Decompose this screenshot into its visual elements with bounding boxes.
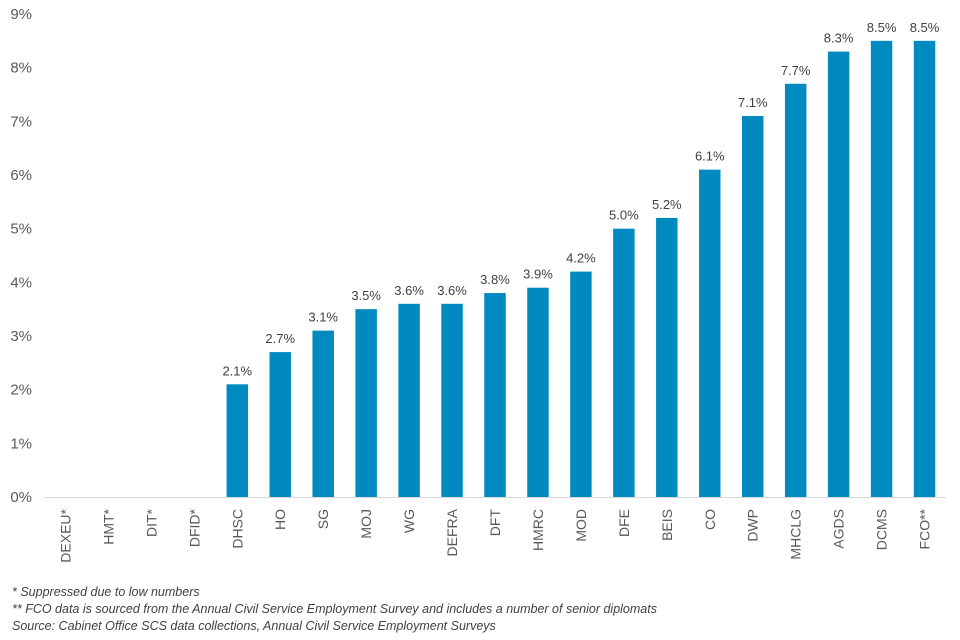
x-tick-label: DWP bbox=[745, 509, 761, 542]
x-tick-label: DFT bbox=[487, 509, 503, 537]
data-label: 3.6% bbox=[394, 283, 424, 298]
bar bbox=[827, 51, 850, 498]
y-tick-label: 0% bbox=[10, 489, 32, 506]
bar bbox=[784, 83, 807, 498]
data-label: 3.8% bbox=[480, 272, 510, 287]
bar-chart: 0% 1% 2% 3% 4% 5% 6% 7% 8% 9% DEXEU* HMT* DIT* DFID* 2… bbox=[10, 6, 946, 563]
x-tick-label: BEIS bbox=[659, 509, 675, 541]
x-tick-label: DIT* bbox=[143, 508, 159, 537]
x-tick-label: DHSC bbox=[229, 509, 245, 549]
x-tick-label: WG bbox=[401, 509, 417, 533]
bar bbox=[441, 303, 463, 497]
x-tick-label: DCMS bbox=[874, 509, 890, 550]
x-tick-label: HMRC bbox=[530, 509, 546, 551]
x-tick-label: HMT* bbox=[100, 508, 116, 544]
data-label: 5.2% bbox=[652, 197, 682, 212]
y-tick-label: 9% bbox=[10, 6, 32, 23]
data-label: 2.1% bbox=[222, 363, 252, 378]
x-tick-label: DEFRA bbox=[444, 508, 460, 556]
bar bbox=[312, 330, 334, 497]
x-tick-label: MOJ bbox=[358, 509, 374, 539]
x-tick-label: MHCLG bbox=[788, 509, 804, 560]
y-tick-label: 8% bbox=[10, 60, 32, 77]
footnote-source: Source: Cabinet Office SCS data collecti… bbox=[12, 619, 496, 633]
y-tick-label: 3% bbox=[10, 328, 32, 345]
footnotes: * Suppressed due to low numbers ** FCO d… bbox=[12, 584, 952, 635]
footnote-fco: ** FCO data is sourced from the Annual C… bbox=[12, 602, 657, 616]
bar bbox=[484, 293, 506, 497]
data-label: 8.5% bbox=[910, 20, 940, 35]
y-tick-label: 5% bbox=[10, 221, 32, 238]
data-label: 5.0% bbox=[609, 208, 639, 223]
bar bbox=[226, 384, 249, 497]
x-tick-label: FCO** bbox=[917, 508, 933, 549]
x-tick-label: HO bbox=[272, 509, 288, 530]
bar bbox=[355, 309, 377, 497]
bar bbox=[269, 352, 291, 497]
x-tick-label: AGDS bbox=[831, 509, 847, 549]
bar bbox=[699, 169, 721, 497]
x-tick-label: DFID* bbox=[186, 508, 202, 547]
data-label: 8.3% bbox=[824, 31, 854, 46]
bar bbox=[741, 115, 764, 497]
x-tick-label: SG bbox=[315, 509, 331, 529]
x-tick-label: CO bbox=[702, 509, 718, 530]
data-label: 2.7% bbox=[265, 331, 295, 346]
data-label: 3.9% bbox=[523, 267, 553, 282]
x-tick-label: DFE bbox=[616, 509, 632, 537]
bar bbox=[398, 303, 420, 497]
bar bbox=[870, 40, 893, 497]
data-label: 3.1% bbox=[308, 310, 338, 325]
data-label: 7.7% bbox=[781, 63, 811, 78]
y-tick-label: 7% bbox=[10, 113, 32, 130]
y-tick-label: 4% bbox=[10, 274, 32, 291]
x-tick-label: MOD bbox=[573, 509, 589, 542]
x-tick-label: DEXEU* bbox=[57, 508, 73, 562]
data-label: 4.2% bbox=[566, 251, 596, 266]
bar bbox=[527, 287, 549, 497]
bar bbox=[613, 228, 635, 497]
bar bbox=[570, 271, 592, 497]
y-tick-label: 6% bbox=[10, 167, 32, 184]
bar bbox=[656, 217, 678, 497]
data-label: 8.5% bbox=[867, 20, 897, 35]
data-label: 6.1% bbox=[695, 149, 725, 164]
footnote-suppressed: * Suppressed due to low numbers bbox=[12, 585, 200, 599]
data-label: 3.5% bbox=[351, 288, 381, 303]
data-label: 3.6% bbox=[437, 283, 467, 298]
data-label: 7.1% bbox=[738, 95, 768, 110]
y-tick-label: 1% bbox=[10, 435, 32, 452]
bar bbox=[913, 40, 936, 497]
y-tick-label: 2% bbox=[10, 382, 32, 399]
